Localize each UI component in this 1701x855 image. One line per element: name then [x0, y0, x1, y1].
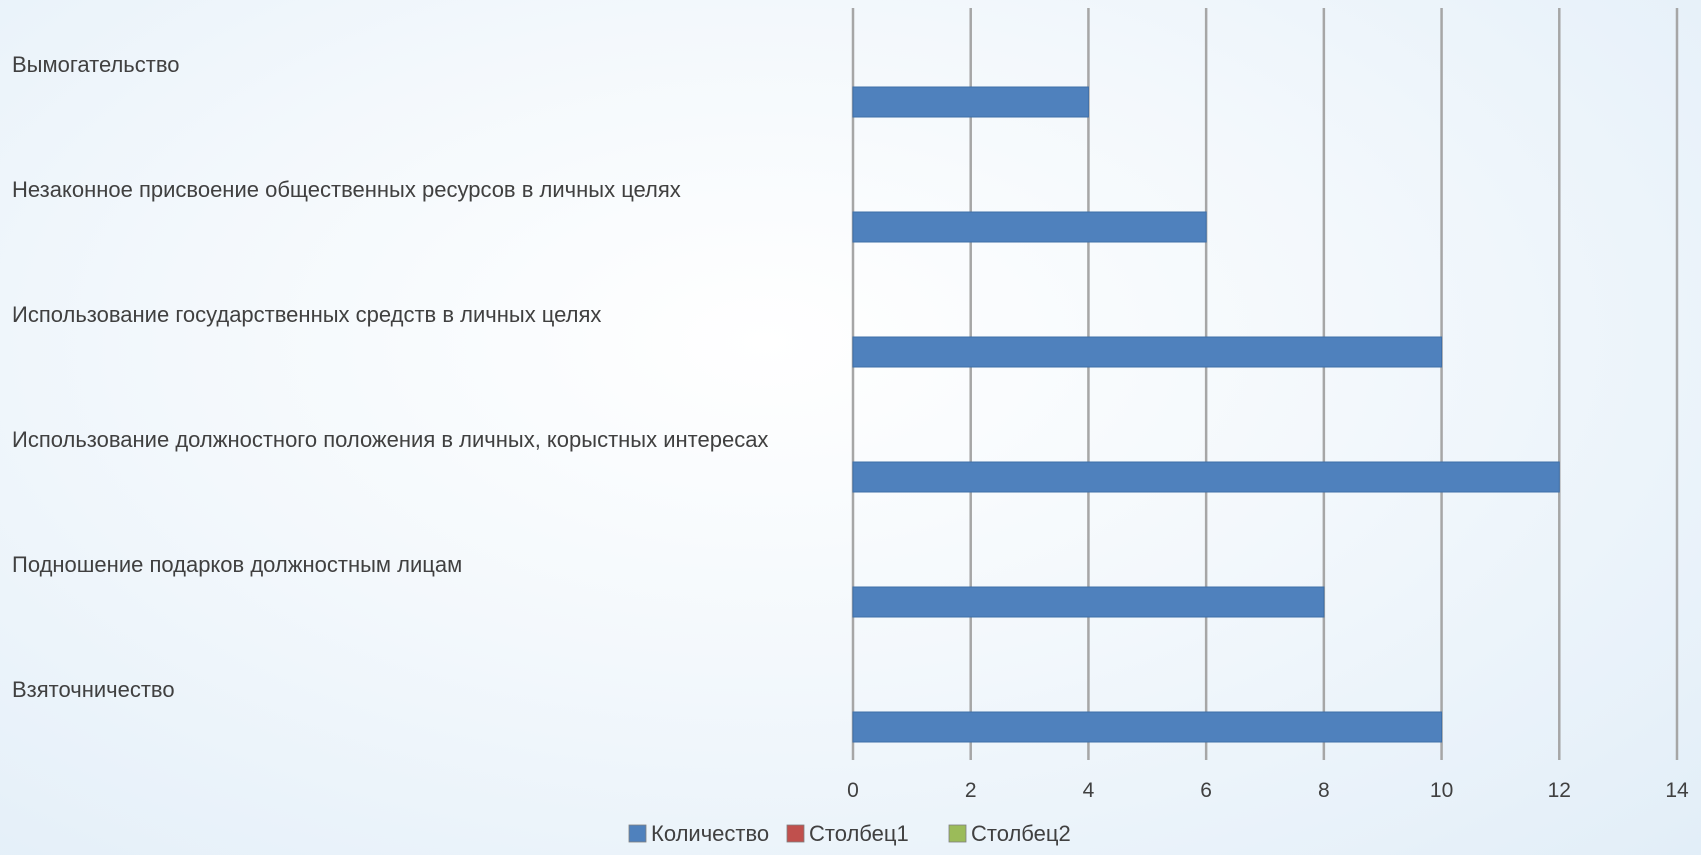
category-label: Вымогательство [12, 52, 180, 77]
category-label: Подношение подарков должностным лицам [12, 552, 462, 577]
category-label: Взяточничество [12, 677, 175, 702]
category-label: Использование государственных средств в … [12, 302, 601, 327]
x-tick-label: 6 [1200, 779, 1212, 802]
bar [852, 336, 1443, 368]
x-tick-labels: 0 2 4 6 8 10 12 14 [847, 779, 1689, 802]
x-tick-label: 8 [1318, 779, 1330, 802]
bars [852, 86, 1560, 743]
legend-label: Столбец2 [971, 821, 1071, 846]
category-labels: Вымогательство Незаконное присвоение обще… [12, 52, 768, 702]
bar [852, 86, 1089, 118]
bar [852, 711, 1443, 743]
category-label: Использование должностного положения в л… [12, 427, 768, 452]
legend: Количество Столбец1 Столбец2 [628, 821, 1071, 846]
grid-lines [851, 8, 1679, 760]
x-tick-label: 14 [1665, 779, 1689, 802]
legend-swatch [948, 824, 967, 843]
legend-label: Количество [651, 821, 769, 846]
x-tick-label: 2 [965, 779, 977, 802]
x-tick-label: 4 [1083, 779, 1095, 802]
x-tick-label: 12 [1548, 779, 1571, 802]
x-tick-label: 10 [1430, 779, 1453, 802]
category-label: Незаконное присвоение общественных ресур… [12, 177, 681, 202]
bar [852, 211, 1207, 243]
x-tick-label: 0 [847, 779, 859, 802]
legend-label: Столбец1 [809, 821, 909, 846]
bar [852, 461, 1560, 493]
bar [852, 586, 1325, 618]
legend-swatch [628, 824, 647, 843]
legend-swatch [786, 824, 805, 843]
